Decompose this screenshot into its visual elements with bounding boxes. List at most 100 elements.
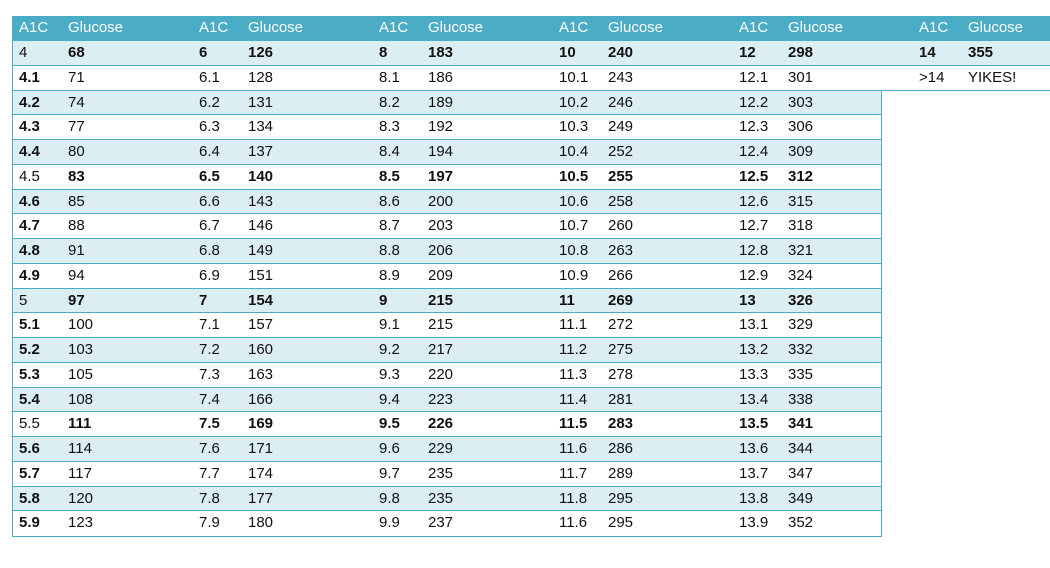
glucose-cell: 103 (68, 341, 94, 358)
a1c-cell: 4.8 (19, 242, 40, 259)
a1c-cell: 12.6 (739, 192, 769, 210)
glucose-cell: 229 (428, 440, 454, 457)
a1c-cell: 5.3 (19, 365, 40, 383)
glucose-cell: 126 (248, 44, 274, 61)
a1c-cell: 7.1 (199, 316, 220, 334)
glucose-cell: 131 (248, 93, 274, 111)
glucose-cell: 68 (68, 44, 85, 61)
glucose-cell: 301 (788, 68, 814, 86)
glucose-cell: 306 (788, 118, 814, 136)
a1c-cell: 12.1 (739, 68, 769, 86)
glucose-cell: 100 (68, 316, 94, 334)
glucose-cell: 186 (428, 68, 454, 86)
glucose-cell: 163 (248, 365, 274, 383)
a1c-cell: 11.6 (559, 440, 588, 457)
glucose-cell: 200 (428, 192, 454, 210)
table-row (12, 510, 882, 537)
a1c-cell: 10.1 (559, 68, 589, 86)
a1c-cell: 8.7 (379, 217, 400, 235)
a1c-cell: 5.9 (19, 514, 40, 532)
glucose-cell: 309 (788, 143, 814, 160)
glucose-cell: 192 (428, 118, 454, 136)
a1c-cell: 6.2 (199, 93, 220, 111)
glucose-cell: 223 (428, 390, 454, 408)
a1c-cell: 6.6 (199, 192, 220, 210)
header-cell: A1C (559, 19, 589, 36)
glucose-cell: 332 (788, 341, 814, 358)
table-row (12, 386, 882, 413)
a1c-cell: 9.7 (379, 464, 400, 482)
a1c-cell: 4.7 (19, 217, 40, 235)
glucose-cell: 341 (788, 415, 814, 433)
header-row (12, 16, 1050, 40)
a1c-cell: 10.6 (559, 192, 589, 210)
glucose-cell: 194 (428, 143, 454, 160)
glucose-cell: 157 (248, 316, 274, 334)
a1c-cell: 10.7 (559, 217, 589, 235)
glucose-cell: 180 (248, 514, 274, 532)
a1c-cell: 8.2 (379, 93, 400, 111)
glucose-cell: 235 (428, 489, 454, 507)
glucose-cell: 318 (788, 217, 814, 235)
a1c-cell: 10 (559, 44, 576, 61)
a1c-cell: 6.7 (199, 217, 220, 235)
a1c-cell: 8.5 (379, 167, 400, 185)
a1c-cell: 13 (739, 291, 756, 309)
a1c-cell: 7.7 (199, 464, 220, 482)
a1c-cell: 5.2 (19, 341, 40, 358)
glucose-cell: 206 (428, 242, 454, 259)
glucose-cell: 140 (248, 167, 274, 185)
a1c-cell: 9.9 (379, 514, 400, 532)
a1c-cell: 13.8 (739, 489, 769, 507)
header-cell: A1C (919, 19, 949, 36)
glucose-cell: 355 (968, 44, 994, 61)
glucose-cell: 128 (248, 68, 274, 86)
glucose-cell: 263 (608, 242, 634, 259)
glucose-cell: 220 (428, 365, 454, 383)
table-row (12, 64, 1050, 91)
glucose-cell: 260 (608, 217, 634, 235)
a1c-cell: 11.3 (559, 365, 588, 383)
a1c-cell: 8.9 (379, 266, 400, 284)
a1c-cell: 5.1 (19, 316, 40, 334)
glucose-cell: 91 (68, 242, 85, 259)
a1c-cell: 7.2 (199, 341, 220, 358)
glucose-cell: 246 (608, 93, 634, 111)
glucose-cell: 154 (248, 291, 274, 309)
glucose-cell: 94 (68, 266, 85, 284)
table-row (12, 163, 882, 190)
glucose-cell: 108 (68, 390, 94, 408)
header-cell: A1C (19, 19, 49, 36)
a1c-cell: 6.4 (199, 143, 220, 160)
a1c-cell: 13.7 (739, 464, 769, 482)
glucose-cell: 240 (608, 44, 634, 61)
a1c-cell: 8 (379, 44, 388, 61)
glucose-cell: 281 (608, 390, 634, 408)
a1c-cell: 6.1 (199, 68, 220, 86)
a1c-cell: 12 (739, 44, 756, 61)
a1c-cell: 5.4 (19, 390, 40, 408)
glucose-cell: 149 (248, 242, 274, 259)
glucose-cell: 171 (248, 440, 274, 457)
a1c-cell: 13.1 (739, 316, 769, 334)
glucose-cell: 226 (428, 415, 454, 433)
header-cell: Glucose (248, 19, 304, 36)
glucose-cell: 289 (608, 464, 634, 482)
a1c-cell: 11.7 (559, 464, 588, 482)
header-cell: Glucose (968, 19, 1024, 36)
glucose-cell: YIKES! (968, 68, 1017, 86)
header-cell: Glucose (788, 19, 844, 36)
a1c-cell: 9.1 (379, 316, 400, 334)
a1c-cell: 8.1 (379, 68, 400, 86)
glucose-cell: 215 (428, 291, 454, 309)
glucose-cell: 197 (428, 167, 454, 185)
glucose-cell: 203 (428, 217, 454, 235)
a1c-cell: 4.9 (19, 266, 40, 284)
table-row (12, 40, 1050, 67)
glucose-cell: 278 (608, 365, 634, 383)
a1c-cell: 9.2 (379, 341, 400, 358)
header-cell: A1C (739, 19, 769, 36)
table-row (12, 287, 882, 314)
a1c-cell: 6.5 (199, 167, 220, 185)
a1c-cell: 4.4 (19, 143, 40, 160)
